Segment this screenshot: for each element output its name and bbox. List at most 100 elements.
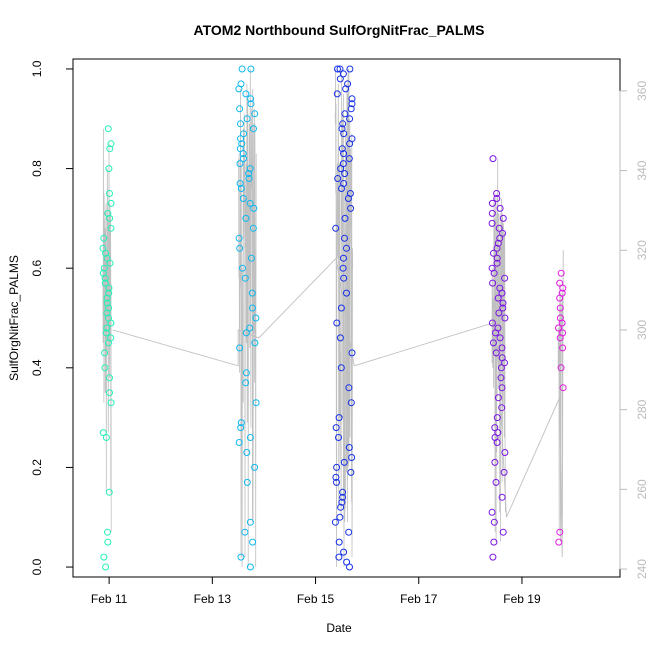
data-point	[348, 135, 356, 143]
data-point	[236, 244, 244, 252]
y2-tick-label: 260	[635, 479, 649, 499]
data-point	[489, 279, 497, 287]
x-tick-label: Feb 15	[297, 592, 335, 606]
data-point	[243, 449, 251, 456]
y2-tick-label: 340	[635, 160, 649, 180]
y-tick-label: 0.8	[30, 160, 44, 177]
data-point	[340, 548, 348, 556]
data-point	[250, 125, 257, 133]
data-point	[106, 389, 113, 397]
data-point	[348, 100, 356, 108]
data-point	[345, 384, 353, 392]
data-point	[348, 349, 356, 357]
data-point	[558, 289, 566, 297]
data-point	[246, 165, 254, 173]
data-point	[100, 234, 108, 242]
data-point	[107, 140, 115, 148]
data-point	[107, 399, 115, 407]
data-point	[335, 414, 343, 422]
data-point	[237, 120, 244, 128]
data-point	[493, 195, 501, 202]
data-point	[341, 214, 349, 222]
data-point	[247, 100, 255, 108]
data-point	[337, 364, 345, 372]
data-point	[101, 349, 109, 357]
data-point	[496, 334, 504, 342]
data-point	[555, 324, 562, 332]
data-point	[246, 324, 254, 332]
data-point	[246, 434, 254, 441]
data-point	[237, 135, 244, 143]
data-point	[251, 110, 259, 118]
data-point	[332, 473, 340, 481]
data-point	[499, 304, 507, 312]
data-point	[236, 145, 244, 153]
data-point	[243, 478, 251, 486]
data-point	[346, 65, 354, 73]
y-tick-label: 1.0	[30, 60, 44, 77]
data-point	[104, 125, 112, 133]
data-point	[343, 558, 351, 566]
data-point	[333, 90, 341, 98]
altitude-trace-flight-2	[238, 68, 257, 568]
data-point	[499, 229, 507, 237]
data-point	[238, 65, 246, 73]
data-point	[101, 279, 109, 287]
data-point	[501, 314, 509, 322]
data-point	[236, 344, 244, 352]
data-point	[237, 419, 245, 427]
data-point	[100, 553, 108, 561]
data-point	[237, 424, 245, 432]
data-point	[331, 518, 339, 526]
data-point	[235, 234, 243, 242]
data-point	[340, 150, 348, 158]
data-point	[493, 259, 501, 267]
data-point	[344, 80, 352, 88]
data-point	[103, 299, 111, 307]
data-point	[235, 439, 243, 446]
data-point	[99, 269, 107, 277]
data-point	[106, 190, 113, 197]
y2-tick-label: 320	[635, 240, 649, 260]
data-point	[247, 254, 255, 262]
data-point	[488, 209, 496, 217]
data-point	[246, 563, 254, 571]
data-point	[491, 424, 499, 432]
data-point	[559, 284, 567, 292]
data-point	[339, 488, 347, 496]
data-point	[106, 259, 114, 267]
data-point	[558, 319, 566, 327]
data-point	[106, 145, 114, 153]
data-point	[101, 364, 109, 372]
data-point	[245, 175, 253, 182]
data-point	[492, 478, 500, 486]
data-point	[489, 155, 497, 163]
data-point	[345, 528, 353, 536]
data-point	[249, 538, 257, 546]
data-point	[498, 354, 506, 362]
y-axis-label: SulfOrgNitFrac_PALMS	[7, 255, 21, 381]
data-point	[497, 374, 505, 382]
altitude-trace-flight-5	[557, 283, 564, 543]
data-point	[236, 180, 244, 187]
data-point	[499, 528, 507, 536]
data-point	[251, 463, 259, 471]
data-point	[343, 244, 350, 252]
data-point	[241, 528, 249, 536]
data-point	[252, 314, 260, 322]
data-point	[246, 199, 254, 207]
data-point	[347, 105, 355, 113]
data-point	[242, 214, 250, 222]
y2-tick-label: 360	[635, 81, 649, 101]
data-point	[340, 274, 348, 282]
data-point	[488, 508, 496, 516]
data-point	[333, 319, 341, 327]
points-layer	[99, 65, 567, 571]
y2-tick-label: 280	[635, 399, 649, 419]
data-point	[499, 214, 507, 222]
data-point	[495, 224, 503, 232]
data-point	[240, 155, 247, 163]
data-point	[247, 65, 255, 73]
x-axis: Feb 11 Feb 13 Feb 15 Feb 17 Feb 19	[91, 577, 541, 606]
